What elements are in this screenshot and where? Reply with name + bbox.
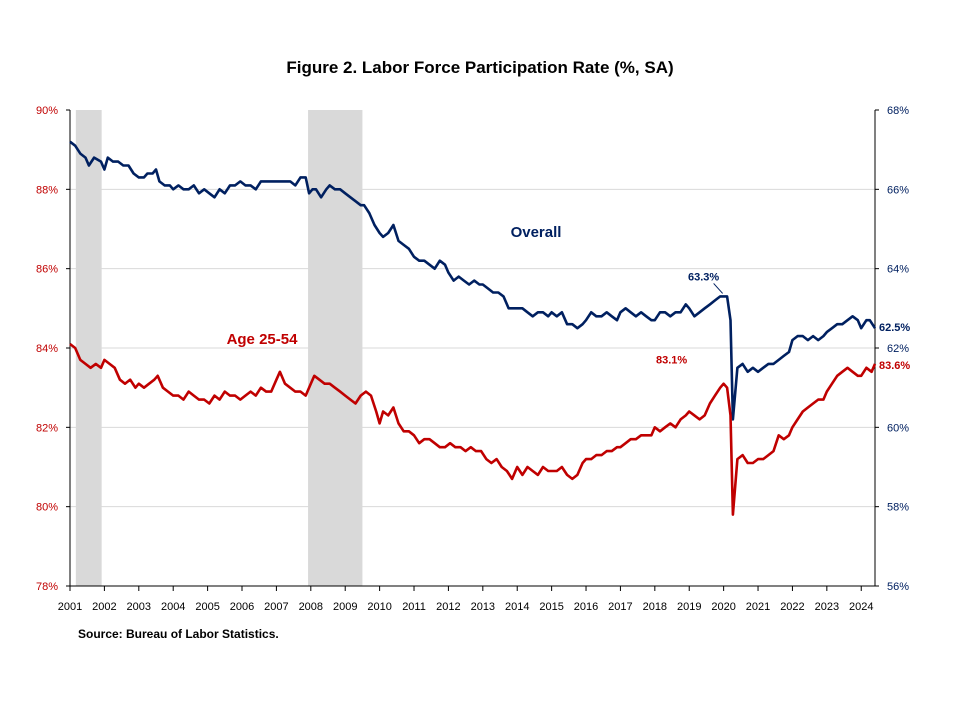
x-tick-label: 2009 — [333, 601, 357, 613]
x-tick-label: 2021 — [746, 601, 770, 613]
series-line-age-25-54 — [69, 342, 877, 516]
x-tick-label: 2022 — [780, 601, 804, 613]
x-tick-label: 2024 — [849, 601, 873, 613]
x-tick-label: 2011 — [402, 601, 426, 613]
right-tick-label: 60% — [887, 422, 909, 434]
left-tick-label: 86% — [36, 264, 58, 276]
left-tick-label: 90% — [36, 105, 58, 117]
right-tick-label: 66% — [887, 184, 909, 196]
x-tick-label: 2004 — [161, 601, 185, 613]
x-tick-label: 2006 — [230, 601, 254, 613]
x-tick-label: 2003 — [127, 601, 151, 613]
peak-label-age-25-54: 83.1% — [656, 355, 687, 367]
peak-label-overall: 63.3% — [688, 271, 719, 283]
x-tick-label: 2015 — [539, 601, 563, 613]
left-tick-label: 80% — [36, 502, 58, 514]
chart-title: Figure 2. Labor Force Participation Rate… — [286, 58, 674, 77]
x-tick-label: 2010 — [367, 601, 391, 613]
source-note: Source: Bureau of Labor Statistics. — [78, 627, 279, 641]
x-tick-label: 2023 — [815, 601, 839, 613]
x-tick-label: 2007 — [264, 601, 288, 613]
left-tick-label: 78% — [36, 581, 58, 593]
right-tick-label: 64% — [887, 264, 909, 276]
right-tick-label: 68% — [887, 105, 909, 117]
peak-leader-line — [713, 283, 724, 294]
x-tick-label: 2020 — [711, 601, 735, 613]
x-tick-label: 2017 — [608, 601, 632, 613]
x-tick-label: 2018 — [643, 601, 667, 613]
right-tick-label: 62% — [887, 343, 909, 355]
x-tick-label: 2016 — [574, 601, 598, 613]
left-tick-label: 84% — [36, 343, 58, 355]
series-label-overall: Overall — [511, 224, 562, 241]
left-tick-label: 82% — [36, 422, 58, 434]
x-tick-label: 2012 — [436, 601, 460, 613]
end-label-age-25-54: 83.6% — [879, 360, 910, 372]
x-tick-label: 2019 — [677, 601, 701, 613]
right-tick-label: 58% — [887, 502, 909, 514]
series-line-overall — [69, 140, 877, 421]
end-label-overall: 62.5% — [879, 322, 910, 334]
x-tick-label: 2002 — [92, 601, 116, 613]
left-tick-label: 88% — [36, 184, 58, 196]
x-tick-label: 2013 — [471, 601, 495, 613]
x-tick-label: 2005 — [195, 601, 219, 613]
series-label-age-25-54: Age 25-54 — [227, 331, 299, 348]
x-tick-label: 2001 — [58, 601, 82, 613]
x-tick-label: 2014 — [505, 601, 529, 613]
x-tick-label: 2008 — [299, 601, 323, 613]
right-tick-label: 56% — [887, 581, 909, 593]
